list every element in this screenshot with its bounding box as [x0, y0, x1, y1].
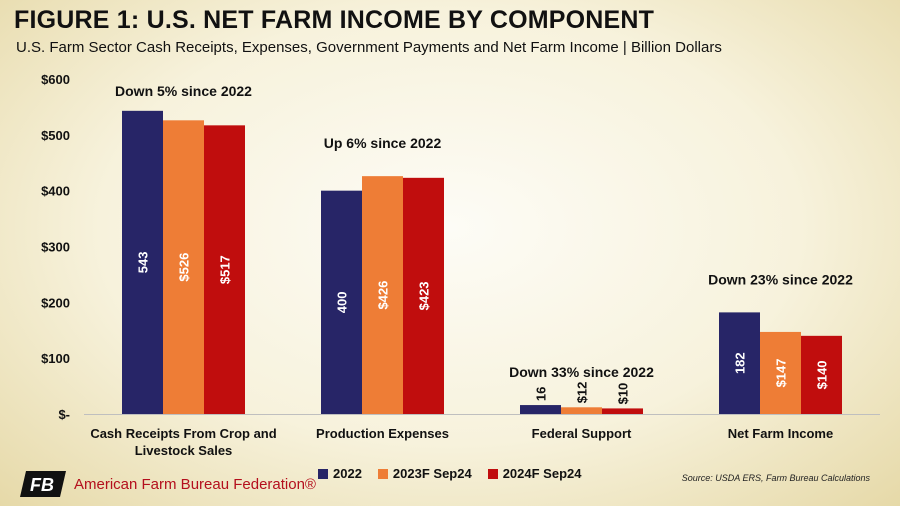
annotation: Down 5% since 2022 — [115, 83, 252, 99]
y-tick-label: $500 — [41, 128, 70, 143]
y-tick-label: $100 — [41, 351, 70, 366]
data-label: $423 — [417, 281, 432, 310]
legend-label-2022: 2022 — [333, 466, 362, 481]
y-tick-label: $300 — [41, 240, 70, 255]
legend-item-2024f: 2024F Sep24 — [487, 466, 582, 481]
x-tick-label: Livestock Sales — [135, 443, 233, 458]
legend-label-2023f: 2023F Sep24 — [392, 466, 472, 481]
chart-title: FIGURE 1: U.S. NET FARM INCOME BY COMPON… — [14, 6, 655, 34]
source-note: Source: USDA ERS, Farm Bureau Calculatio… — [681, 473, 870, 483]
annotation: Down 23% since 2022 — [708, 271, 853, 287]
y-tick-label: $200 — [41, 295, 70, 310]
legend-swatch-2023f — [377, 468, 388, 479]
data-label: 543 — [136, 252, 151, 274]
bar — [520, 405, 561, 414]
legend-item-2022: 2022 — [318, 466, 362, 481]
data-label: $12 — [575, 382, 590, 404]
x-tick-label: Federal Support — [532, 426, 632, 441]
data-label: $526 — [177, 253, 192, 282]
bar — [561, 407, 602, 414]
brand-name: American Farm Bureau Federation® — [74, 475, 316, 493]
legend-swatch-2024f — [487, 468, 498, 479]
bar — [163, 120, 204, 415]
data-label: $426 — [376, 281, 391, 310]
bar — [403, 177, 444, 414]
x-tick-label: Cash Receipts From Crop and — [90, 426, 276, 441]
data-label: 182 — [733, 352, 748, 374]
legend-label-2024f: 2024F Sep24 — [502, 466, 582, 481]
data-label: 16 — [534, 387, 549, 401]
bar — [122, 110, 163, 414]
data-label: $140 — [815, 360, 830, 389]
bar — [204, 125, 245, 414]
y-tick-label: $400 — [41, 184, 70, 199]
data-label: $147 — [774, 359, 789, 388]
data-label: $517 — [218, 255, 233, 284]
bar — [602, 408, 643, 414]
bar — [321, 190, 362, 414]
x-tick-label: Production Expenses — [316, 426, 449, 441]
annotation: Down 33% since 2022 — [509, 364, 654, 380]
annotation: Up 6% since 2022 — [324, 135, 442, 151]
bar — [801, 335, 842, 414]
legend-swatch-2022 — [318, 468, 328, 479]
svg-text:FB: FB — [30, 475, 54, 495]
y-tick-label: $600 — [41, 72, 70, 87]
bar — [760, 331, 801, 414]
chart-subtitle: U.S. Farm Sector Cash Receipts, Expenses… — [16, 39, 722, 56]
brand: FB American Farm Bureau Federation® — [20, 471, 316, 497]
bar — [362, 176, 403, 414]
bar — [719, 312, 760, 414]
data-label: 400 — [335, 291, 350, 313]
legend: 2022 2023F Sep24 2024F Sep24 — [318, 466, 581, 481]
data-label: $10 — [616, 383, 631, 405]
x-tick-label: Net Farm Income — [728, 426, 833, 441]
legend-item-2023f: 2023F Sep24 — [377, 466, 472, 481]
farm-bureau-logo-icon: FB — [20, 471, 66, 497]
y-tick-label: $- — [58, 407, 70, 422]
